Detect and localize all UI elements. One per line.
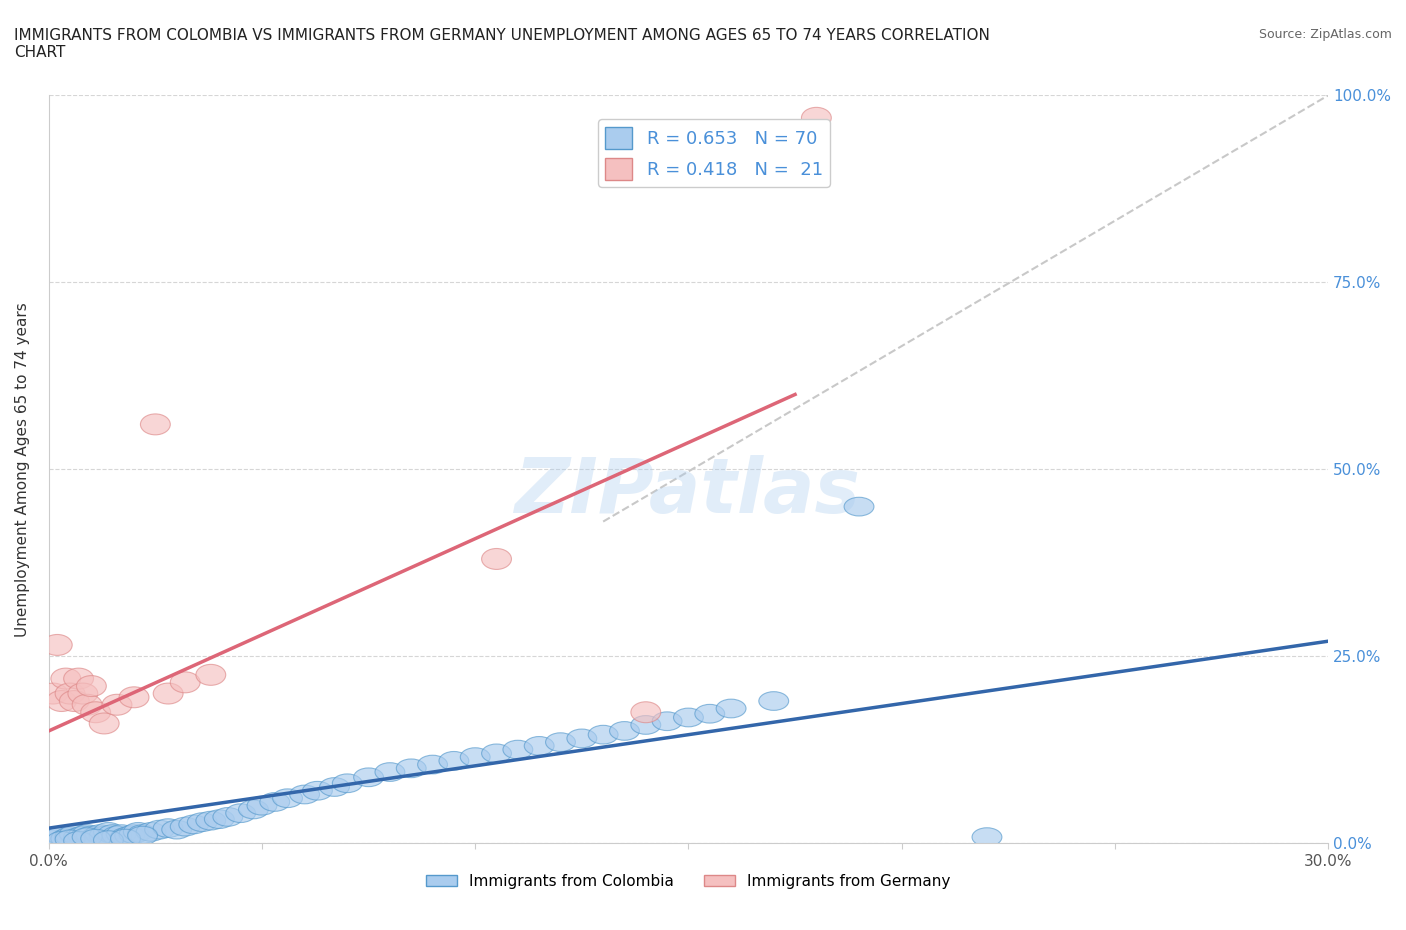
Ellipse shape (567, 729, 596, 748)
Ellipse shape (972, 828, 1002, 846)
Ellipse shape (524, 737, 554, 755)
Ellipse shape (42, 634, 72, 656)
Ellipse shape (195, 811, 226, 830)
Ellipse shape (59, 691, 89, 711)
Ellipse shape (260, 792, 290, 811)
Ellipse shape (652, 711, 682, 731)
Ellipse shape (55, 830, 84, 849)
Ellipse shape (460, 748, 491, 766)
Ellipse shape (46, 831, 76, 850)
Ellipse shape (46, 826, 76, 845)
Ellipse shape (55, 683, 84, 704)
Ellipse shape (94, 830, 124, 849)
Ellipse shape (124, 822, 153, 842)
Ellipse shape (72, 825, 103, 844)
Ellipse shape (503, 740, 533, 759)
Ellipse shape (226, 804, 256, 822)
Ellipse shape (439, 751, 468, 770)
Ellipse shape (610, 722, 640, 740)
Ellipse shape (695, 704, 724, 724)
Ellipse shape (195, 664, 226, 685)
Ellipse shape (80, 702, 111, 723)
Ellipse shape (302, 781, 332, 800)
Ellipse shape (120, 687, 149, 708)
Ellipse shape (396, 759, 426, 777)
Ellipse shape (46, 691, 76, 711)
Ellipse shape (801, 107, 831, 128)
Ellipse shape (482, 549, 512, 569)
Ellipse shape (482, 744, 512, 763)
Ellipse shape (120, 825, 149, 844)
Ellipse shape (76, 826, 107, 845)
Ellipse shape (759, 692, 789, 711)
Ellipse shape (51, 668, 80, 689)
Ellipse shape (179, 815, 208, 833)
Ellipse shape (546, 733, 575, 751)
Ellipse shape (162, 820, 191, 839)
Ellipse shape (103, 695, 132, 715)
Ellipse shape (55, 827, 84, 845)
Ellipse shape (38, 683, 67, 704)
Y-axis label: Unemployment Among Ages 65 to 74 years: Unemployment Among Ages 65 to 74 years (15, 302, 30, 637)
Text: ZIPatlas: ZIPatlas (516, 455, 862, 528)
Ellipse shape (631, 715, 661, 735)
Ellipse shape (98, 825, 128, 844)
Text: IMMIGRANTS FROM COLOMBIA VS IMMIGRANTS FROM GERMANY UNEMPLOYMENT AMONG AGES 65 T: IMMIGRANTS FROM COLOMBIA VS IMMIGRANTS F… (14, 28, 990, 60)
Ellipse shape (51, 830, 80, 848)
Ellipse shape (38, 830, 67, 849)
Ellipse shape (716, 699, 747, 718)
Ellipse shape (89, 826, 120, 845)
Ellipse shape (145, 820, 174, 839)
Ellipse shape (141, 414, 170, 435)
Ellipse shape (80, 830, 111, 848)
Legend: R = 0.653   N = 70, R = 0.418   N =  21: R = 0.653 N = 70, R = 0.418 N = 21 (598, 119, 830, 187)
Ellipse shape (631, 702, 661, 723)
Text: Source: ZipAtlas.com: Source: ZipAtlas.com (1258, 28, 1392, 41)
Ellipse shape (673, 708, 703, 727)
Ellipse shape (187, 813, 217, 831)
Ellipse shape (63, 828, 94, 846)
Ellipse shape (375, 763, 405, 781)
Ellipse shape (103, 826, 132, 845)
Ellipse shape (153, 818, 183, 838)
Ellipse shape (247, 796, 277, 815)
Ellipse shape (63, 668, 94, 689)
Ellipse shape (72, 695, 103, 715)
Ellipse shape (84, 825, 115, 844)
Ellipse shape (80, 828, 111, 846)
Ellipse shape (107, 825, 136, 844)
Ellipse shape (72, 828, 103, 846)
Ellipse shape (128, 825, 157, 844)
Ellipse shape (94, 822, 124, 842)
Ellipse shape (588, 725, 619, 744)
Ellipse shape (136, 822, 166, 842)
Ellipse shape (239, 800, 269, 818)
Ellipse shape (67, 826, 98, 845)
Ellipse shape (76, 675, 107, 697)
Ellipse shape (111, 830, 141, 848)
Ellipse shape (273, 789, 302, 807)
Ellipse shape (332, 774, 363, 792)
Ellipse shape (204, 810, 235, 829)
Ellipse shape (67, 683, 98, 704)
Ellipse shape (63, 831, 94, 850)
Ellipse shape (418, 755, 447, 774)
Ellipse shape (212, 807, 243, 826)
Ellipse shape (115, 826, 145, 845)
Ellipse shape (42, 828, 72, 846)
Ellipse shape (111, 828, 141, 846)
Ellipse shape (319, 777, 350, 796)
Ellipse shape (153, 683, 183, 704)
Ellipse shape (844, 498, 875, 516)
Ellipse shape (290, 785, 319, 804)
Ellipse shape (354, 768, 384, 787)
Ellipse shape (59, 825, 89, 844)
Ellipse shape (89, 713, 120, 734)
Ellipse shape (128, 826, 157, 845)
Ellipse shape (170, 817, 200, 836)
Ellipse shape (170, 671, 200, 693)
